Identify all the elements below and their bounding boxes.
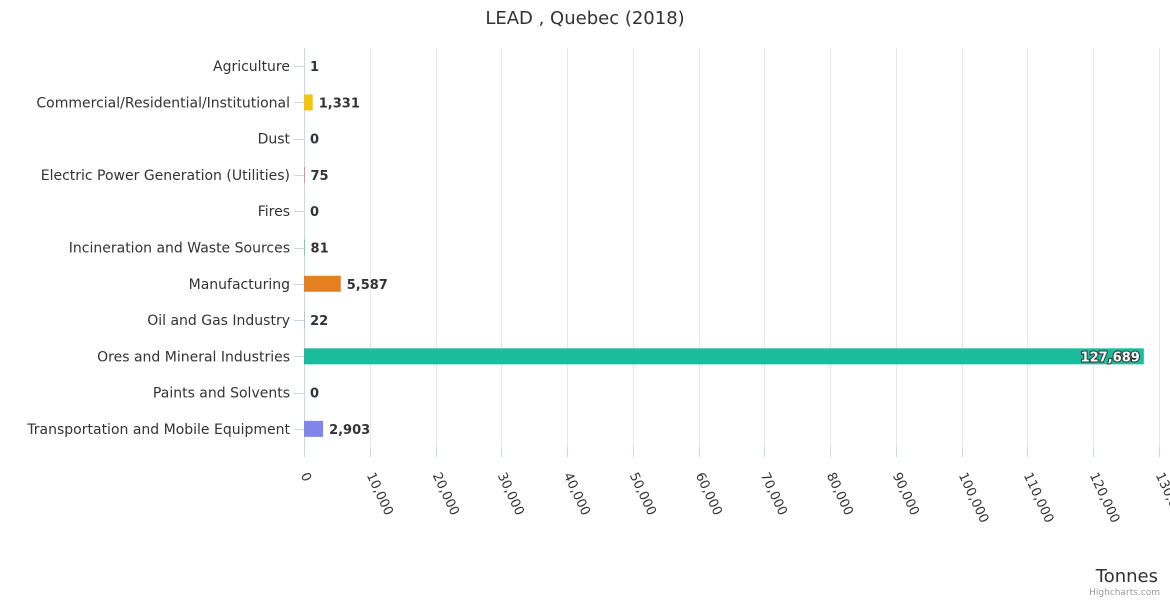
credits-link[interactable]: Highcharts.com: [1089, 588, 1160, 598]
value-tick-label: 10,000: [363, 470, 396, 518]
value-tick-label: 0: [297, 470, 314, 484]
category-label: Manufacturing: [189, 277, 290, 293]
bars: [304, 58, 1144, 437]
value-tick-label: 120,000: [1086, 470, 1122, 525]
category-label: Incineration and Waste Sources: [69, 241, 290, 257]
category-label: Ores and Mineral Industries: [97, 349, 290, 365]
chart-title: LEAD , Quebec (2018): [485, 8, 684, 29]
data-label: 81: [311, 242, 329, 257]
category-label: Transportation and Mobile Equipment: [26, 422, 290, 438]
bar[interactable]: [304, 94, 313, 111]
data-label: 0: [310, 205, 319, 220]
bar[interactable]: [304, 348, 1144, 365]
value-tick-label: 50,000: [626, 470, 659, 518]
category-label: Electric Power Generation (Utilities): [41, 168, 290, 184]
data-label: 22: [310, 314, 328, 329]
value-tick-label: 60,000: [692, 470, 725, 518]
data-label: 5,587: [347, 278, 388, 293]
bar[interactable]: [304, 420, 324, 437]
bar[interactable]: [304, 275, 341, 292]
value-axis-ticks: 0 10,000 20,000 30,000 40,000 50,000 60,000 70,…: [297, 447, 1170, 525]
value-tick-label: 70,000: [757, 470, 790, 518]
value-tick-label: 20,000: [429, 470, 462, 518]
data-label: 127,689: [1081, 350, 1140, 365]
category-axis: Agriculture Commercial/Residential/Instit…: [26, 48, 305, 447]
value-tick-label: 30,000: [494, 470, 527, 518]
data-label: 2,903: [329, 423, 370, 438]
category-label: Dust: [258, 132, 291, 148]
data-label: 1: [310, 60, 319, 75]
value-tick-label: 110,000: [1020, 470, 1056, 525]
value-tick-label: 90,000: [889, 470, 922, 518]
category-label: Agriculture: [213, 59, 290, 75]
data-label: 0: [310, 133, 319, 148]
data-label: 1,331: [319, 96, 360, 111]
value-tick-label: 40,000: [560, 470, 593, 518]
category-label: Fires: [258, 204, 290, 220]
value-tick-label: 130,000: [1152, 470, 1170, 525]
value-tick-label: 80,000: [823, 470, 856, 518]
data-label: 0: [310, 387, 319, 402]
category-label: Commercial/Residential/Institutional: [36, 95, 290, 111]
data-label: 75: [310, 169, 328, 184]
value-tick-label: 100,000: [955, 470, 991, 525]
category-label: Oil and Gas Industry: [147, 313, 290, 329]
value-axis-title: Tonnes: [1095, 566, 1158, 587]
bar[interactable]: [304, 239, 305, 256]
grid-lines: [370, 48, 1160, 447]
category-label: Paints and Solvents: [153, 386, 290, 402]
data-labels: 1 1,331 0 75 0 81 5,587 22 127,689 0 2,903: [310, 60, 1141, 438]
